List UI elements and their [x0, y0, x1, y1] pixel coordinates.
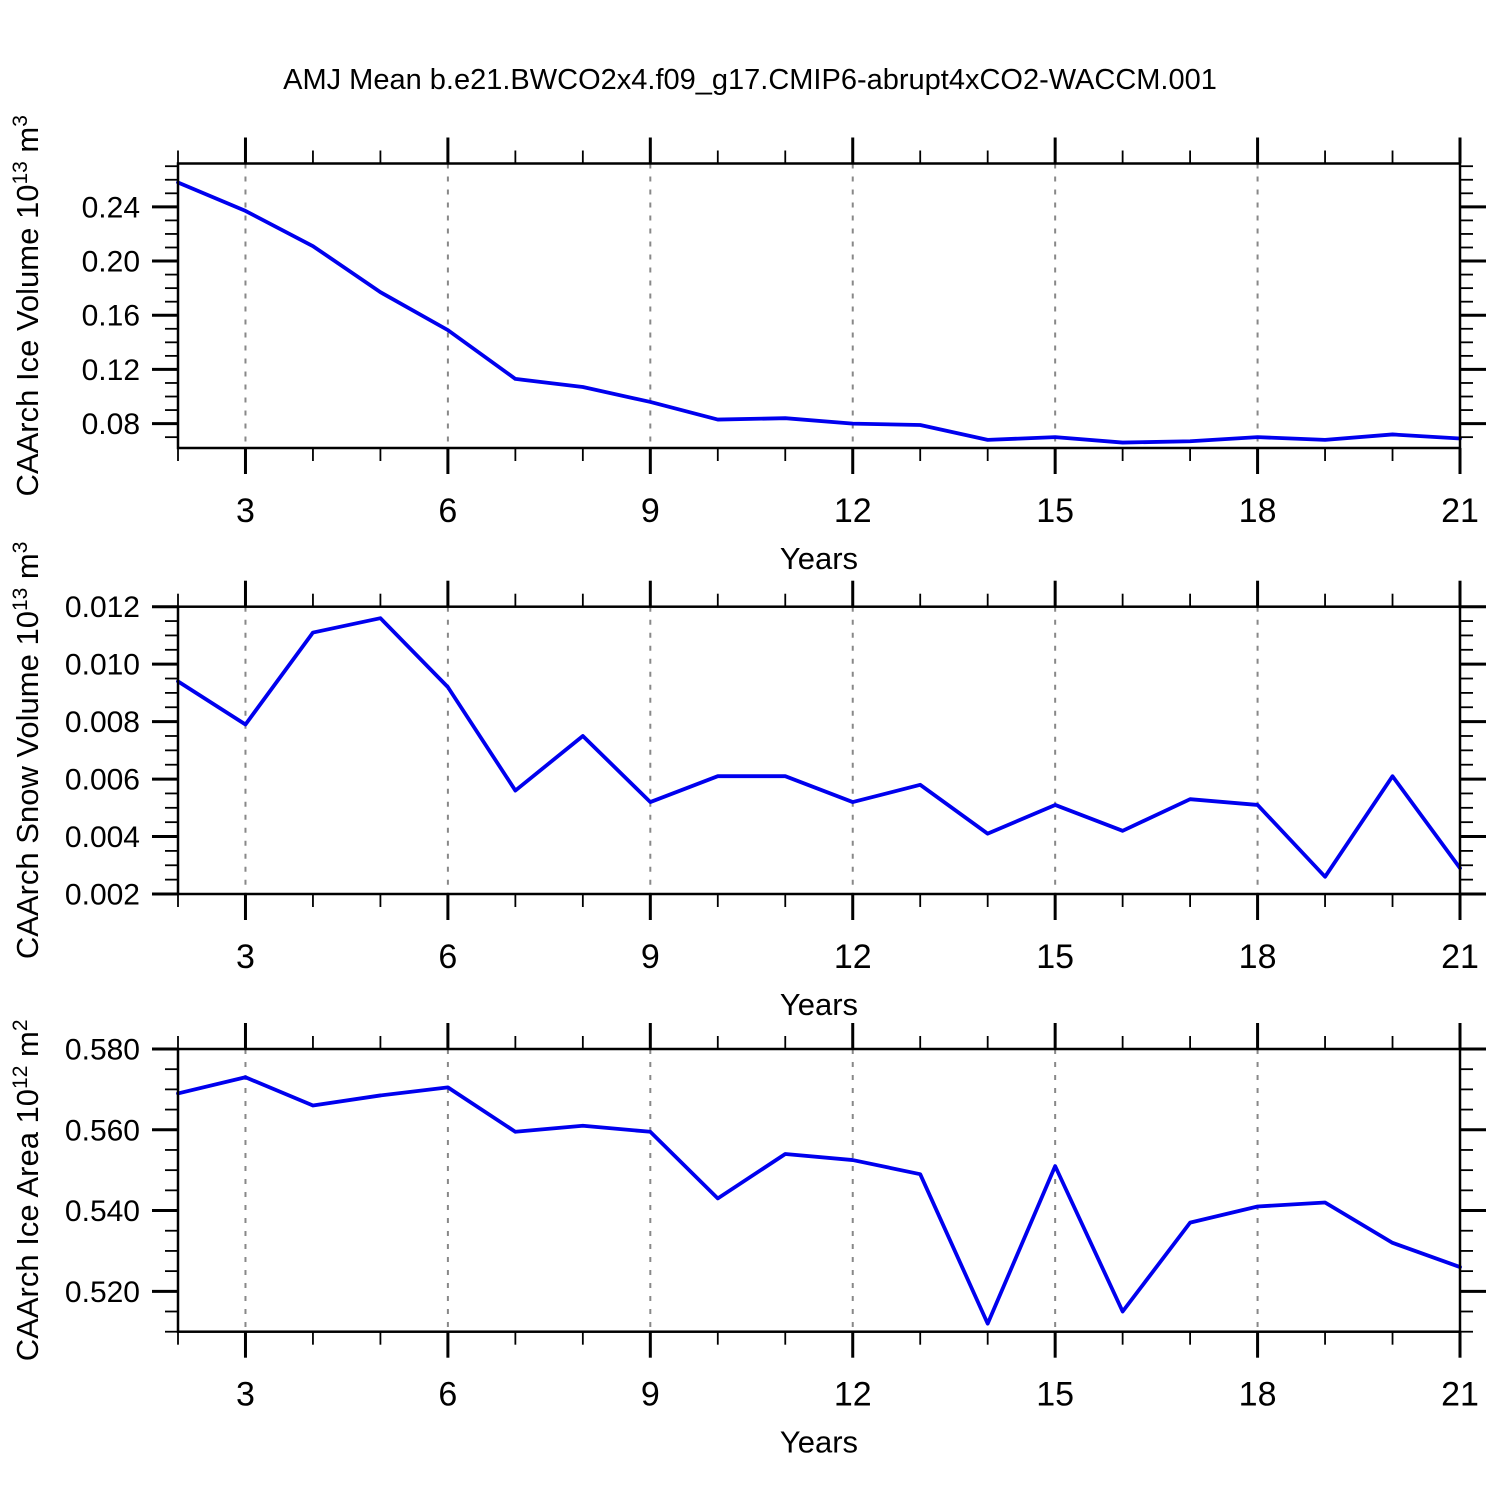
x-tick-label: 21 — [1441, 492, 1479, 530]
x-tick-label: 12 — [834, 938, 872, 976]
snow-volume-panel: 0.002 0.004 0.006 0.008 0.010 0.012 3 6 9 12 15 18 2… — [9, 542, 1486, 1022]
y-tick-label: 0.580 — [65, 1034, 140, 1067]
ice-volume-y-tick-labels: 0.08 0.12 0.16 0.20 0.24 — [82, 191, 140, 441]
ice-area-y-tick-labels: 0.520 0.540 0.560 0.580 — [65, 1034, 140, 1309]
y-tick-label: 0.24 — [82, 191, 140, 224]
y-tick-label: 0.08 — [82, 408, 140, 441]
snow-volume-ticks — [152, 580, 1486, 920]
snow-volume-y-tick-labels: 0.002 0.004 0.006 0.008 0.010 0.012 — [65, 591, 140, 911]
x-tick-label: 3 — [236, 492, 255, 530]
x-tick-label: 21 — [1441, 938, 1479, 976]
x-tick-label: 3 — [236, 1376, 255, 1414]
x-tick-label: 9 — [641, 938, 660, 976]
ice-area-x-axis-title: Years — [780, 1425, 858, 1460]
x-tick-label: 6 — [438, 1376, 457, 1414]
x-tick-label: 15 — [1036, 938, 1074, 976]
x-tick-label: 15 — [1036, 492, 1074, 530]
snow-volume-plot-border — [176, 605, 1462, 896]
y-tick-label: 0.008 — [65, 706, 140, 739]
y-tick-label: 0.002 — [65, 879, 140, 912]
x-tick-label: 18 — [1239, 1376, 1277, 1414]
ice-volume-x-axis-title: Years — [780, 541, 858, 576]
ice-volume-ticks — [152, 137, 1486, 474]
y-tick-label: 0.12 — [82, 354, 140, 387]
ice-volume-plot-border — [176, 162, 1462, 450]
y-tick-label: 0.520 — [65, 1276, 140, 1309]
ice-volume-panel: 0.08 0.12 0.16 0.20 0.24 3 6 9 12 15 18 21 Years CAAr… — [9, 115, 1486, 576]
y-tick-label: 0.004 — [65, 821, 140, 854]
x-tick-label: 12 — [834, 492, 872, 530]
y-tick-label: 0.006 — [65, 764, 140, 797]
ice-volume-x-tick-labels: 3 6 9 12 15 18 21 — [236, 492, 1479, 530]
x-tick-label: 9 — [641, 1376, 660, 1414]
ice-area-plot-border — [176, 1047, 1462, 1333]
y-tick-label: 0.010 — [65, 649, 140, 682]
y-tick-label: 0.540 — [65, 1195, 140, 1228]
y-tick-label: 0.20 — [82, 246, 140, 279]
ice-area-data-line — [176, 1075, 1462, 1326]
ice-volume-data-line — [176, 180, 1462, 445]
snow-volume-x-tick-labels: 3 6 9 12 15 18 21 — [236, 938, 1479, 976]
x-tick-label: 3 — [236, 938, 255, 976]
snow-volume-y-axis-title: CAArch Snow Volume 1013 m3 — [9, 542, 45, 960]
y-tick-label: 0.012 — [65, 591, 140, 624]
x-tick-label: 18 — [1239, 938, 1277, 976]
x-tick-label: 12 — [834, 1376, 872, 1414]
x-tick-label: 6 — [438, 938, 457, 976]
x-tick-label: 6 — [438, 492, 457, 530]
ice-volume-y-axis-title: CAArch Ice Volume 1013 m3 — [9, 115, 45, 496]
x-tick-label: 21 — [1441, 1376, 1479, 1414]
ice-area-panel: 0.520 0.540 0.560 0.580 3 6 9 12 15 18 21 Years CAAr… — [9, 1019, 1486, 1460]
y-tick-label: 0.560 — [65, 1114, 140, 1147]
chart-title: AMJ Mean b.e21.BWCO2x4.f09_g17.CMIP6-abr… — [283, 64, 1217, 96]
snow-volume-x-axis-title: Years — [780, 987, 858, 1022]
y-tick-label: 0.16 — [82, 300, 140, 333]
ice-area-x-tick-labels: 3 6 9 12 15 18 21 — [236, 1376, 1479, 1414]
snow-volume-data-line — [176, 616, 1462, 879]
x-tick-label: 9 — [641, 492, 660, 530]
ice-area-y-axis-title: CAArch Ice Area 1012 m2 — [9, 1019, 45, 1361]
x-tick-label: 15 — [1036, 1376, 1074, 1414]
ice-area-ticks — [152, 1023, 1486, 1358]
x-tick-label: 18 — [1239, 492, 1277, 530]
